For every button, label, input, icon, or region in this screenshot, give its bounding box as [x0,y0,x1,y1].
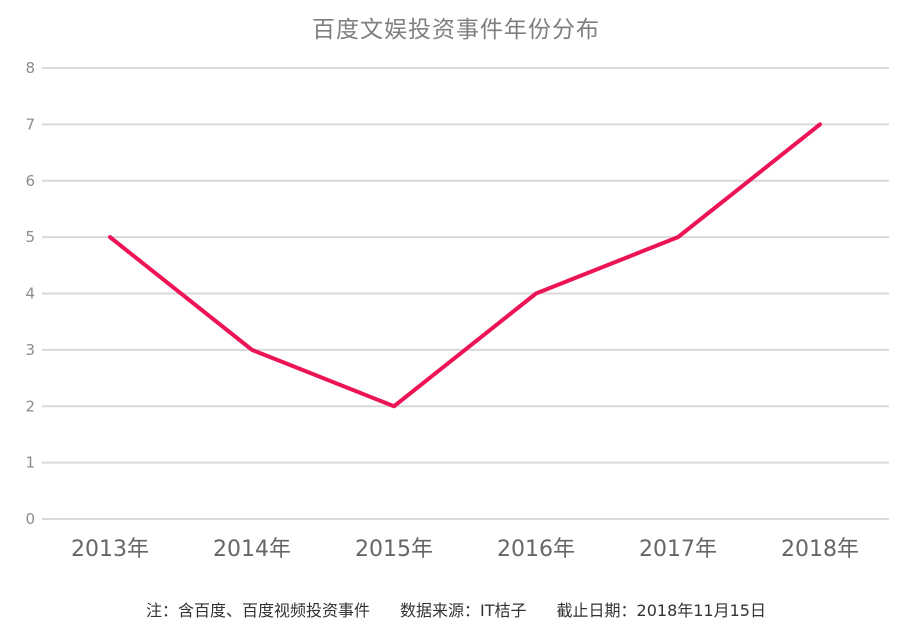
y-tick-label: 5 [25,228,35,246]
y-tick-label: 3 [25,341,35,359]
x-tick-label: 2017年 [639,537,717,562]
data-line-series [108,122,822,409]
y-tick-label: 0 [25,510,35,528]
y-tick-label: 2 [25,397,35,415]
note-text: 注：含百度、百度视频投资事件 [146,601,371,620]
x-tick-label: 2014年 [213,537,291,562]
y-tick-label: 6 [25,172,35,190]
y-tick-label: 7 [25,115,35,133]
source-text: 数据来源：IT桔子 [400,601,527,620]
chart-footnote: 注：含百度、百度视频投资事件 数据来源：IT桔子 截止日期：2018年11月15日 [0,597,912,621]
x-tick-label: 2015年 [355,537,433,562]
x-tick-label: 2016年 [497,537,575,562]
x-tick-label: 2013年 [71,537,149,562]
y-tick-label: 1 [25,454,35,472]
x-tick-label: 2018年 [781,537,859,562]
chart-title: 百度文娱投资事件年份分布 [312,17,600,43]
y-tick-label: 8 [25,59,35,77]
deadline-text: 截止日期：2018年11月15日 [556,601,766,620]
y-tick-label: 4 [25,285,35,303]
